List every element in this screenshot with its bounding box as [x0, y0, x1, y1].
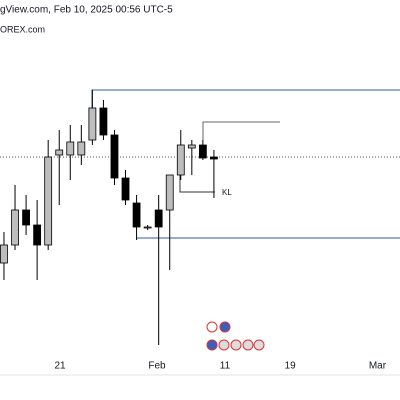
candle-body: [132, 202, 141, 228]
x-tick-label: 11: [220, 361, 231, 372]
candle-body: [176, 144, 185, 176]
candle-body: [77, 141, 86, 156]
candle-body: [0, 244, 8, 264]
zone-top: [91, 89, 400, 108]
header-source: OREX.com: [0, 24, 45, 34]
kl-label: KL: [222, 188, 232, 197]
candle-body: [88, 107, 97, 141]
x-tick-label: 21: [54, 361, 66, 372]
x-tick-label: Feb: [148, 361, 166, 372]
candle-body: [55, 149, 64, 156]
candle-body: [22, 209, 30, 226]
candle-body: [210, 156, 218, 160]
candle-body: [165, 174, 174, 211]
level-line: [202, 121, 280, 140]
candle-body: [154, 209, 163, 228]
header-title: gView.com, Feb 10, 2025 00:56 UTC-5: [0, 5, 173, 16]
candle-body: [44, 156, 53, 246]
candle-body: [33, 224, 42, 246]
candle-body: [121, 177, 130, 201]
candle-body: [110, 134, 119, 179]
x-tick-label: Mar: [369, 361, 387, 372]
candle-body: [66, 141, 75, 156]
kl-line: [179, 175, 215, 193]
event-icons: [206, 321, 265, 351]
candle-body: [198, 144, 207, 159]
candle-body: [99, 107, 108, 136]
x-tick-label: 19: [285, 361, 297, 372]
candle-body: [11, 209, 19, 246]
candle-body: [143, 226, 152, 229]
candle-body: [187, 144, 196, 149]
